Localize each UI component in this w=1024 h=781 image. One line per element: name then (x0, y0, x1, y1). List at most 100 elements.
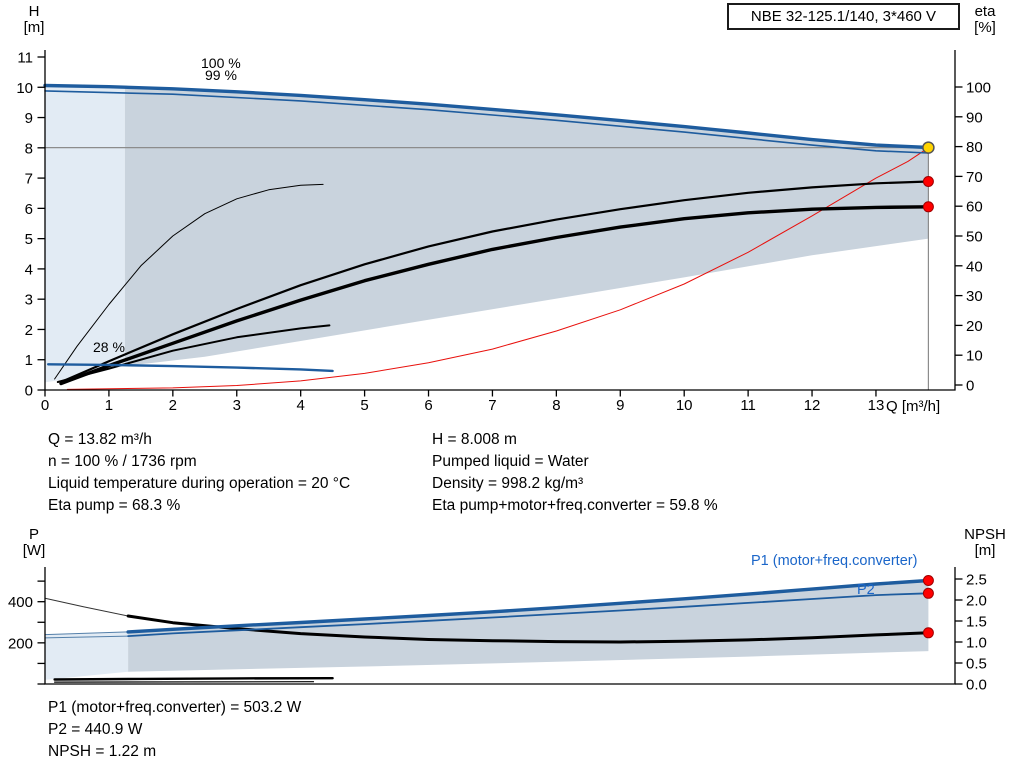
p2-curve-label: P2 (857, 582, 875, 598)
npsh-tick-label: 1.5 (966, 614, 987, 631)
npsh-axis-title-unit: [m] (974, 542, 996, 559)
curve-p2-ext (44, 635, 129, 639)
npsh-tick-label: 1.0 (966, 635, 987, 652)
q-tick-label: 3 (233, 397, 241, 414)
curve-eta-total (59, 205, 931, 386)
power-info: P1 (motor+freq.converter) = 503.2 W P2 =… (48, 697, 301, 763)
info-eta-pump: Eta pump = 68.3 % (48, 497, 181, 514)
h-tick-label: 0 (25, 383, 33, 400)
power-npsh-chart[interactable]: 200 400 0.0 0.5 1.0 1.5 2.0 2.5 (8, 567, 987, 694)
curve-pump-100 (43, 83, 931, 150)
h-tick-label: 4 (25, 261, 33, 278)
h-tick-label: 6 (25, 201, 33, 218)
curve-pump-28 (47, 363, 334, 373)
p2-point-marker (922, 587, 934, 599)
info-p2: P2 = 440.9 W (48, 721, 143, 738)
h-tick-label: 2 (25, 322, 33, 339)
npsh-tick-label: 0.0 (966, 677, 987, 694)
npsh-point-marker (922, 627, 934, 639)
info-liquid-temp: Liquid temperature during operation = 20… (48, 475, 351, 492)
eta-total-point-marker (922, 201, 934, 213)
curve-eta-28-pump (54, 183, 324, 380)
speed-28-label: 28 % (93, 339, 125, 355)
pump-model-box: NBE 32-125.1/140, 3*460 V (727, 3, 960, 30)
eta-tick-label: 60 (966, 199, 983, 216)
info-density: Density = 998.2 kg/m³ (432, 475, 584, 492)
curve-npsh-ext (44, 597, 129, 617)
h-tick-label: 3 (25, 292, 33, 309)
q-tick-label: 10 (676, 397, 693, 414)
h-tick-label: 9 (25, 110, 33, 127)
info-q: Q = 13.82 m³/h (48, 431, 152, 448)
h-tick-label: 10 (16, 80, 33, 97)
h-tick-label: 8 (25, 140, 33, 157)
h-tick-label: 5 (25, 231, 33, 248)
eta-axis-title-symbol: eta (974, 3, 996, 20)
curve-flow-limit-red (66, 147, 929, 390)
q-tick-label: 4 (297, 397, 305, 414)
q-tick-label: 13 (868, 397, 885, 414)
info-p1: P1 (motor+freq.converter) = 503.2 W (48, 699, 302, 716)
eta-tick-label: 40 (966, 258, 983, 275)
duty-point-marker[interactable] (922, 141, 935, 154)
speed-100-label: 100 % (201, 55, 241, 71)
q-axis-title: Q [m³/h] (886, 398, 941, 415)
speed-99-label: 99 % (205, 67, 237, 83)
curve-eta-28-total (56, 324, 331, 383)
eta-tick-label: 80 (966, 139, 983, 156)
eta-tick-label: 50 (966, 229, 983, 246)
qh-envelope (124, 87, 929, 366)
npsh-tick-label: 2.5 (966, 572, 987, 589)
info-npsh: NPSH = 1.22 m (48, 743, 157, 760)
power-envelope-pale (45, 631, 129, 680)
pump-model-label: NBE 32-125.1/140, 3*460 V (750, 8, 937, 25)
curve-eta-pump (59, 180, 930, 384)
info-speed: n = 100 % / 1736 rpm (48, 453, 197, 470)
p-tick-label: 400 (8, 594, 33, 611)
eta-tick-label: 0 (966, 378, 974, 395)
h-tick-label: 7 (25, 171, 33, 188)
curve-p1 (126, 578, 931, 634)
eta-axis-title-unit: [%] (974, 19, 996, 36)
npsh-tick-label: 2.0 (966, 593, 987, 610)
eta-tick-label: 10 (966, 348, 983, 365)
p1-curve-label: P1 (motor+freq.converter) (751, 553, 918, 569)
p-tick-label: 200 (8, 635, 33, 652)
p-axis-title: P [W] (14, 527, 54, 559)
curve-p2 (127, 592, 930, 637)
q-tick-label: 0 (41, 397, 49, 414)
h-axis-title-symbol: H (28, 3, 40, 20)
q-tick-label: 7 (488, 397, 496, 414)
q-tick-label: 8 (552, 397, 560, 414)
q-tick-label: 9 (616, 397, 624, 414)
eta-tick-label: 30 (966, 288, 983, 305)
qh-axes (44, 50, 956, 391)
power-axes (44, 567, 956, 685)
curve-pump-99 (44, 90, 930, 154)
h-tick-label: 1 (25, 352, 33, 369)
q-tick-label: 6 (424, 397, 432, 414)
eta-tick-label: 100 (966, 80, 991, 97)
info-eta-total: Eta pump+motor+freq.converter = 59.8 % (432, 497, 718, 514)
q-tick-label: 11 (740, 397, 756, 414)
q-tick-label: 2 (169, 397, 177, 414)
info-pumped-liquid: Pumped liquid = Water (432, 453, 589, 470)
npsh-tick-label: 0.5 (966, 656, 987, 673)
eta-tick-label: 90 (966, 109, 983, 126)
eta-axis-title: eta [%] (962, 4, 1008, 36)
p-axis-title-symbol: P (28, 526, 39, 543)
duty-info-right: H = 8.008 m Pumped liquid = Water Densit… (432, 429, 718, 517)
npsh-axis-title: NPSH [m] (954, 527, 1016, 559)
curve-p1-ext (44, 631, 129, 636)
eta-tick-label: 20 (966, 318, 983, 335)
info-head: H = 8.008 m (432, 431, 517, 448)
qh-envelope-pale (45, 85, 125, 383)
duty-info-left: Q = 13.82 m³/h n = 100 % / 1736 rpm Liqu… (48, 429, 350, 517)
h-tick-label: 11 (17, 50, 33, 67)
h-axis-title-unit: [m] (23, 19, 45, 36)
q-tick-label: 1 (105, 397, 113, 414)
q-tick-label: 12 (804, 397, 821, 414)
